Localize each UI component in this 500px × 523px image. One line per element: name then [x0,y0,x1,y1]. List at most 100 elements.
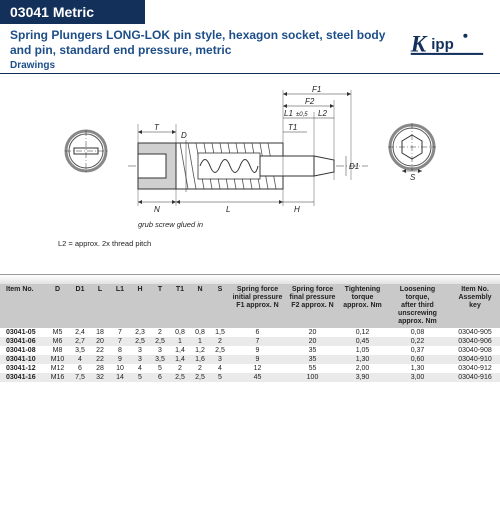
table-cell: 3 [150,346,170,355]
table-cell: 03041-06 [0,337,45,346]
table-cell: 1 [170,337,190,346]
table-cell: 03041-16 [0,373,45,382]
table-cell: 2,5 [210,346,230,355]
table-cell: 7 [110,328,130,337]
table-cell: 2,3 [130,328,150,337]
table-cell: 0,22 [385,337,450,346]
end-view-left [62,127,110,175]
label-t: T [154,123,160,132]
table-cell: 2 [170,364,190,373]
col-header: Spring force final pressure F2 approx. N [285,284,340,328]
table-cell: 1,05 [340,346,385,355]
col-header: L [90,284,110,328]
spec-table: Item No.DD1LL1HTT1NSSpring force initial… [0,284,500,382]
table-cell: 2 [190,364,210,373]
table-cell: 14 [110,373,130,382]
drawings-subtitle: Drawings [10,60,402,71]
table-cell: 2,4 [70,328,90,337]
table-cell: 10 [110,364,130,373]
table-cell: 2,5 [170,373,190,382]
col-header: Tightening torque approx. Nm [340,284,385,328]
col-header: Item No. Assembly key [450,284,500,328]
table-cell: 03041-08 [0,346,45,355]
label-t1: T1 [288,123,297,132]
label-d1: D1 [349,162,359,171]
note-l2: L2 = approx. 2x thread pitch [58,239,151,248]
table-cell: M6 [45,337,70,346]
col-header: Spring force initial pressure F1 approx.… [230,284,285,328]
table-cell: 9 [230,355,285,364]
table-cell: 5 [210,373,230,382]
table-cell: 0,60 [385,355,450,364]
table-cell: 3 [130,355,150,364]
col-header: D [45,284,70,328]
table-cell: 3 [130,346,150,355]
table-cell: 1,4 [170,355,190,364]
table-cell: M10 [45,355,70,364]
table-cell: 03041-12 [0,364,45,373]
table-cell: 20 [90,337,110,346]
col-header: D1 [70,284,90,328]
table-cell: 7 [110,337,130,346]
table-cell: 35 [285,355,340,364]
table-cell: 22 [90,346,110,355]
table-cell: 0,8 [170,328,190,337]
label-h: H [294,205,300,214]
table-cell: 3 [210,355,230,364]
table-cell: 2 [210,337,230,346]
table-cell: 3,5 [70,346,90,355]
note-glue: grub screw glued in [138,220,203,229]
table-cell: 03041-05 [0,328,45,337]
drawing-row: F1 F2 L1 ±0,5 L2 T [62,86,438,216]
table-cell: 1 [190,337,210,346]
table-cell: 4 [70,355,90,364]
table-cell: 0,8 [190,328,210,337]
table-cell: M8 [45,346,70,355]
label-l1: L1 [284,109,293,118]
table-cell: 03041-10 [0,355,45,364]
kipp-logo: K ipp [408,28,490,60]
table-cell: 03040-912 [450,364,500,373]
table-cell: 28 [90,364,110,373]
label-l2: L2 [318,109,327,118]
table-cell: 2,5 [190,373,210,382]
table-cell: 03040-908 [450,346,500,355]
table-cell: 1,5 [210,328,230,337]
label-l-dim: L [226,205,230,214]
table-cell: 1,6 [190,355,210,364]
table-row: 03041-12M12628104522412552,001,3003040-9… [0,364,500,373]
table-cell: 03040-916 [450,373,500,382]
end-view-right: S [386,121,438,181]
table-cell: 55 [285,364,340,373]
table-cell: 2 [150,328,170,337]
label-f2: F2 [305,97,315,106]
table-cell: 0,08 [385,328,450,337]
table-cell: 3,5 [150,355,170,364]
table-cell: 100 [285,373,340,382]
svg-text:ipp: ipp [431,36,454,53]
table-cell: 3,90 [340,373,385,382]
col-header: Loosening torque, after third unscrewing… [385,284,450,328]
table-cell: 03040-905 [450,328,500,337]
page-title: Spring Plungers LONG-LOK pin style, hexa… [10,28,402,58]
table-cell: 0,45 [340,337,385,346]
side-view: F1 F2 L1 ±0,5 L2 T [128,86,368,216]
table-cell: 32 [90,373,110,382]
table-cell: 4 [130,364,150,373]
table-cell: 4 [210,364,230,373]
col-header: L1 [110,284,130,328]
spec-table-section: Item No.DD1LL1HTT1NSSpring force initial… [0,274,500,382]
table-cell: 6 [150,373,170,382]
table-cell: 9 [110,355,130,364]
table-cell: 1,4 [170,346,190,355]
table-row: 03041-08M83,5228331,41,22,59351,050,3703… [0,346,500,355]
table-cell: 20 [285,337,340,346]
table-cell: 6 [70,364,90,373]
table-cell: 2,5 [150,337,170,346]
label-f1: F1 [312,86,321,94]
col-header: N [190,284,210,328]
table-cell: 45 [230,373,285,382]
table-cell: M5 [45,328,70,337]
table-cell: 12 [230,364,285,373]
col-header: H [130,284,150,328]
